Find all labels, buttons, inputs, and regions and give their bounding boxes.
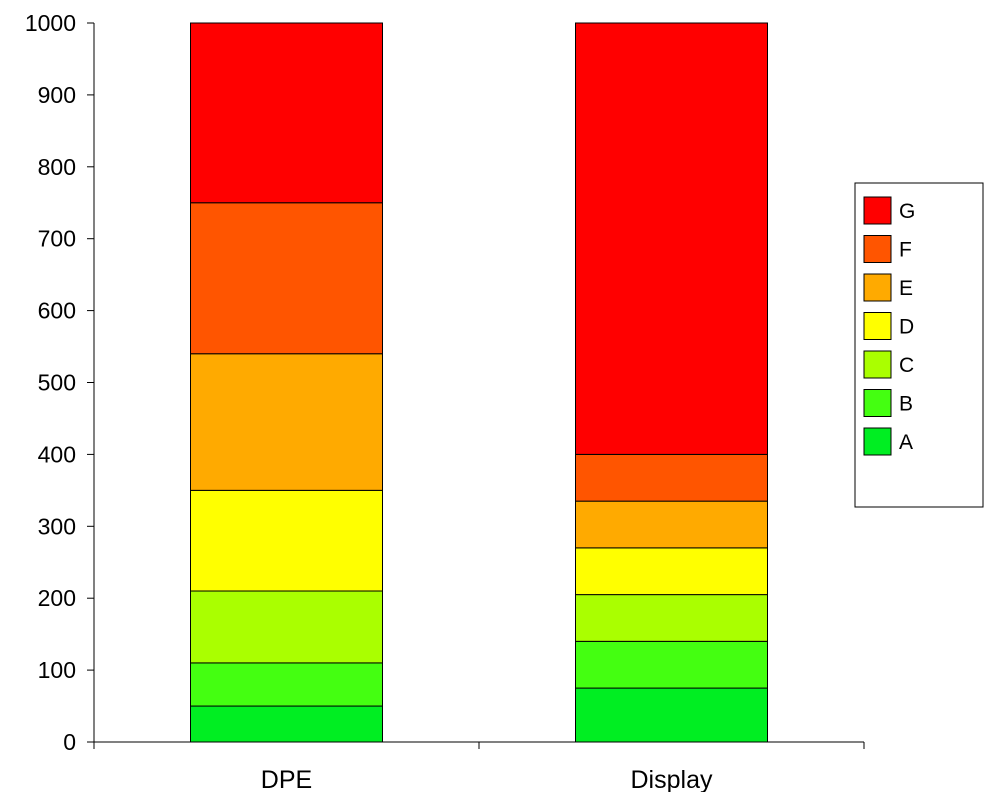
bar-segment-display-g <box>575 22 768 455</box>
bar-segment-display-b <box>575 640 768 689</box>
legend-swatch-f <box>863 235 892 263</box>
y-tick-label: 600 <box>38 298 76 324</box>
legend-swatch-c <box>863 350 892 379</box>
y-tick-label: 700 <box>38 226 76 252</box>
y-tick-label: 500 <box>38 370 76 396</box>
y-tick-label: 900 <box>38 82 76 108</box>
y-tick-label: 800 <box>38 154 76 180</box>
bar-segment-dpe-a <box>190 705 383 743</box>
y-tick-label: 1000 <box>25 10 76 36</box>
legend-swatch-a <box>863 427 892 456</box>
bar-segment-dpe-f <box>190 202 383 355</box>
legend-label-f: F <box>899 239 912 262</box>
y-tick-label: 400 <box>38 441 76 467</box>
bar-segment-dpe-c <box>190 590 383 664</box>
bar-segment-display-e <box>575 500 768 549</box>
legend-swatch-b <box>863 389 892 417</box>
y-tick-label: 300 <box>38 513 76 539</box>
bar-segment-display-a <box>575 687 768 743</box>
y-tick-label: 100 <box>38 657 76 683</box>
legend-swatch-d <box>863 312 892 340</box>
legend-swatch-e <box>863 273 892 302</box>
y-tick-label: 0 <box>63 729 76 755</box>
legend-label-e: E <box>899 277 913 300</box>
bar-segment-dpe-e <box>190 353 383 491</box>
legend-box <box>854 182 984 508</box>
legend-label-a: A <box>899 431 913 454</box>
bar-segment-display-f <box>575 453 768 502</box>
legend-label-c: C <box>899 354 914 377</box>
legend-label-b: B <box>899 393 913 416</box>
bar-segment-display-d <box>575 547 768 596</box>
legend-label-g: G <box>899 200 915 223</box>
legend-swatch-g <box>863 196 892 225</box>
y-tick-label: 200 <box>38 585 76 611</box>
bar-segment-display-c <box>575 594 768 642</box>
bar-segment-dpe-g <box>190 22 383 204</box>
x-tick-label-display: Display <box>631 766 713 792</box>
bars-group <box>190 22 768 743</box>
x-tick-label-dpe: DPE <box>261 766 312 792</box>
axes-group: DPE Display 0 100 200 300 400 500 600 700 800 900 10… <box>25 10 865 792</box>
bar-segment-dpe-b <box>190 662 383 707</box>
bar-segment-dpe-d <box>190 489 383 592</box>
legend-label-d: D <box>899 316 914 339</box>
